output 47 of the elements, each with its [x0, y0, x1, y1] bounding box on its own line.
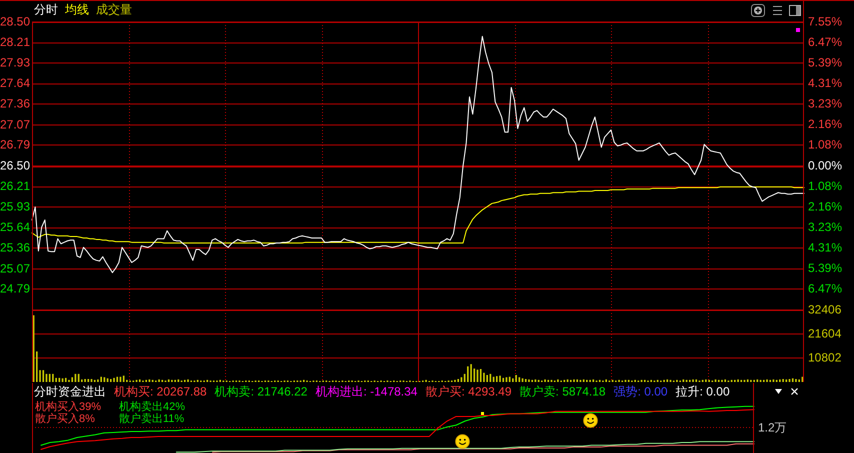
y2-tick-label: 4.31%	[808, 240, 842, 255]
annotation: 散户卖出11%	[119, 412, 184, 426]
y-tick-label: 28.21	[0, 35, 30, 50]
text: 散户卖: 5874.18	[520, 384, 606, 398]
y-tick-label: 27.36	[0, 96, 30, 110]
y-tick-label: 26.50	[0, 158, 30, 172]
annotation: 散户买入8%	[35, 412, 96, 426]
y-tick-label: 21604	[808, 326, 842, 340]
y2-tick-label: 2.16%	[808, 200, 842, 214]
y2-tick-label: 6.47%	[808, 34, 842, 49]
text: 强势: 0.00	[614, 384, 668, 398]
text: 均线	[64, 2, 89, 16]
y-tick-label: 25.64	[0, 220, 30, 234]
y-tick-label: 26.79	[0, 137, 30, 152]
annotation: 机构卖出42%	[119, 400, 186, 414]
text: 分时	[34, 2, 58, 16]
y2-tick-label: 0.00%	[808, 158, 842, 172]
y-tick-label: 27.64	[0, 76, 30, 90]
chart-title: 分时资金进出	[34, 384, 106, 398]
y2-tick-label: 1.08%	[808, 138, 842, 152]
y-tick-label: 26.21	[0, 179, 30, 194]
y2-tick-label: 3.23%	[808, 96, 842, 111]
text: 拉升: 0.00	[676, 384, 730, 398]
y2-tick-label: 6.47%	[808, 282, 842, 296]
y2-tick-label: 5.39%	[808, 261, 842, 276]
y-tick-label: 27.07	[0, 117, 30, 132]
y2-tick-label: 2.16%	[808, 117, 842, 132]
y2-tick-label: 7.55%	[808, 14, 842, 28]
y-tick-label: 10802	[808, 350, 842, 364]
text: 机构买: 20267.88	[114, 384, 208, 398]
text: 机构卖: 21746.22	[214, 384, 308, 398]
y2-tick-label: 3.23%	[808, 220, 842, 234]
y-tick-label: 24.79	[0, 281, 30, 296]
y2-tick-label: 5.39%	[808, 56, 842, 70]
ref-line-label: 1.2万	[758, 420, 787, 434]
text: 机构进出: -1478.34	[315, 384, 418, 398]
y-tick-label: 25.93	[0, 199, 30, 214]
y-tick-label: 27.93	[0, 55, 30, 70]
y-tick-label: 32406	[808, 302, 842, 316]
text: 成交量	[96, 2, 132, 16]
y-tick-label: 25.07	[0, 261, 30, 276]
y-tick-label: 28.50	[0, 14, 30, 28]
y2-tick-label: 4.31%	[808, 76, 842, 90]
annotation: 机构买入39%	[35, 400, 102, 414]
y2-tick-label: 1.08%	[808, 178, 842, 193]
y-tick-label: 25.36	[0, 240, 30, 254]
text: 散户买: 4293.49	[425, 384, 512, 398]
